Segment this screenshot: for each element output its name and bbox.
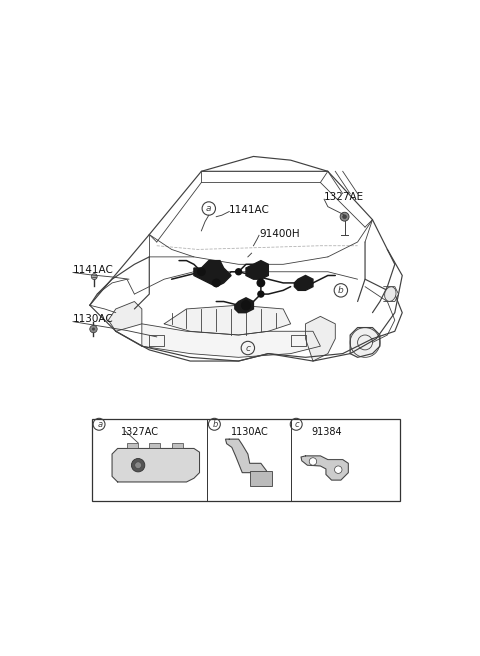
Text: a: a — [206, 204, 212, 213]
Circle shape — [91, 274, 97, 279]
Text: a: a — [97, 420, 103, 429]
Circle shape — [258, 291, 264, 297]
Text: 1327AC: 1327AC — [121, 427, 159, 437]
Bar — [149, 443, 160, 449]
Text: b: b — [338, 286, 344, 295]
Text: 91384: 91384 — [311, 427, 342, 437]
Circle shape — [309, 458, 317, 465]
Circle shape — [236, 269, 241, 275]
Circle shape — [340, 213, 349, 221]
Polygon shape — [246, 260, 268, 279]
Circle shape — [92, 327, 95, 331]
Bar — [92, 419, 400, 501]
Text: 1130AC: 1130AC — [73, 314, 114, 324]
Polygon shape — [142, 324, 321, 358]
Polygon shape — [235, 298, 253, 313]
Polygon shape — [194, 260, 231, 287]
Circle shape — [335, 466, 342, 474]
Polygon shape — [294, 276, 313, 291]
Bar — [172, 443, 183, 449]
Polygon shape — [108, 302, 142, 331]
Circle shape — [241, 300, 251, 310]
Bar — [250, 471, 272, 485]
Polygon shape — [350, 327, 380, 358]
Polygon shape — [226, 439, 266, 482]
Text: b: b — [213, 420, 218, 429]
Text: c: c — [245, 344, 251, 352]
Text: 1327AE: 1327AE — [324, 192, 364, 202]
Text: 1141AC: 1141AC — [229, 205, 270, 215]
Polygon shape — [164, 305, 290, 335]
Polygon shape — [112, 449, 200, 482]
Circle shape — [198, 268, 205, 276]
Polygon shape — [305, 316, 335, 361]
Circle shape — [213, 279, 220, 287]
Ellipse shape — [384, 287, 396, 301]
Circle shape — [132, 459, 145, 472]
Circle shape — [343, 215, 347, 218]
Text: 1130AC: 1130AC — [231, 427, 269, 437]
Circle shape — [257, 279, 264, 287]
Text: c: c — [295, 420, 300, 429]
Circle shape — [90, 325, 97, 333]
Text: 91400H: 91400H — [259, 229, 300, 239]
Bar — [127, 443, 138, 449]
Text: 1141AC: 1141AC — [73, 265, 114, 275]
Circle shape — [135, 462, 142, 468]
Polygon shape — [301, 456, 348, 480]
